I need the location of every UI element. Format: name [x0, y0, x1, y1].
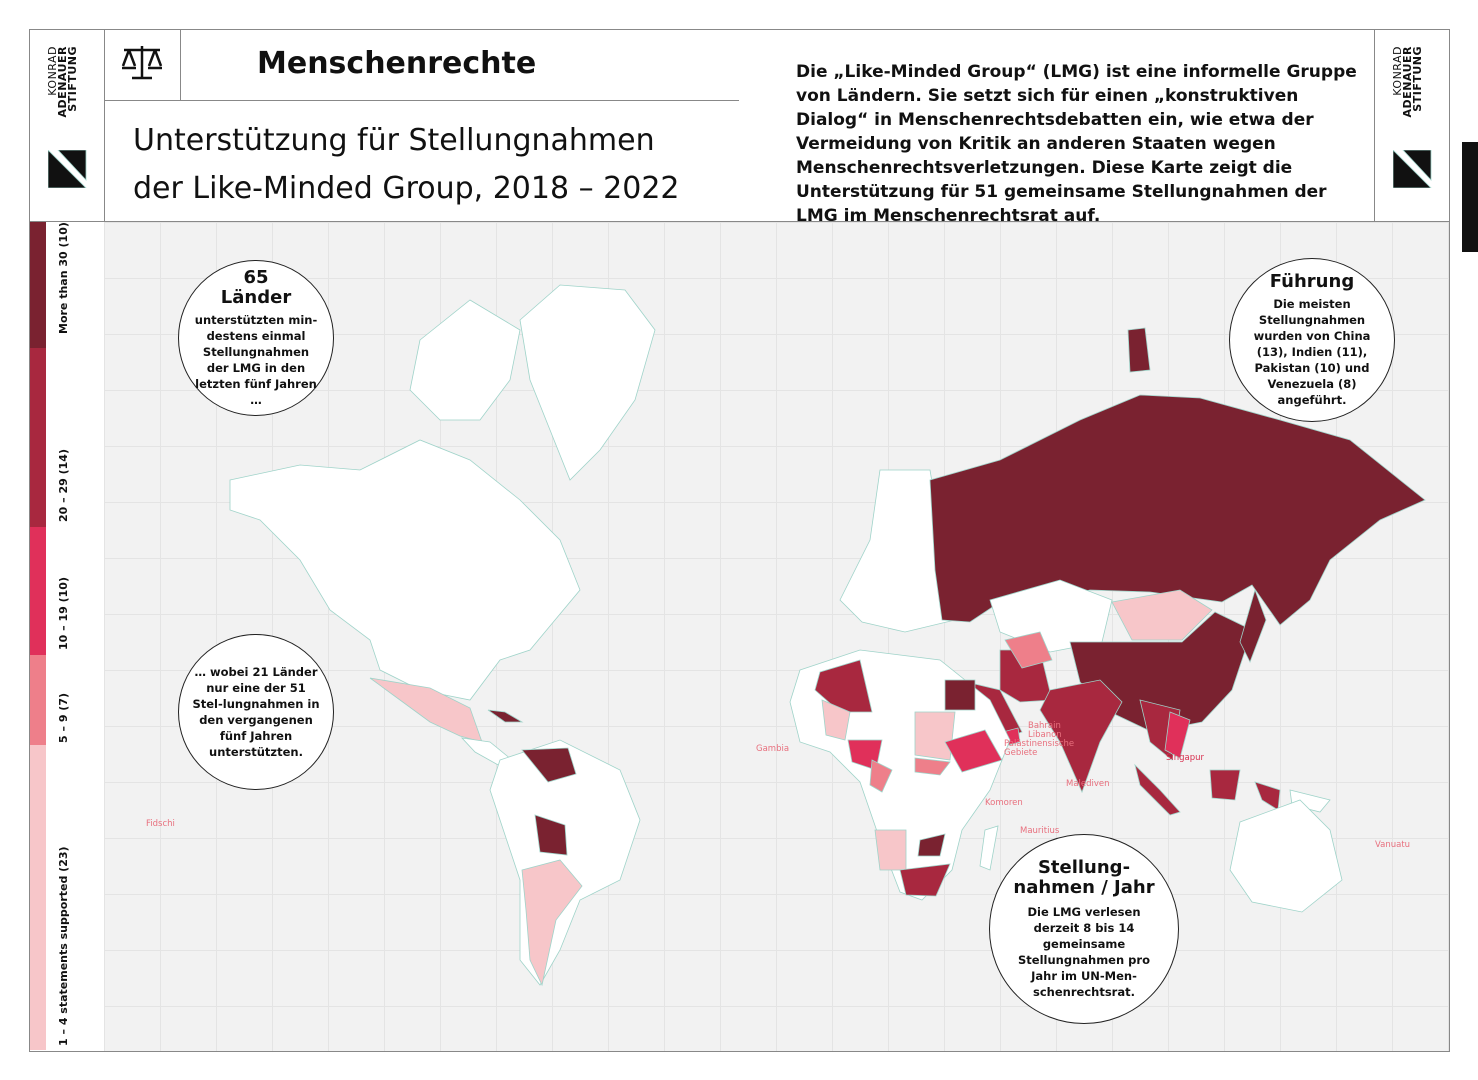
- novaya-zemlya: [1127, 327, 1151, 373]
- callout-single-statement: … wobei 21 Länder nur eine der 51 Stel-l…: [178, 634, 334, 790]
- logo-mark-icon: [48, 150, 87, 188]
- south-africa: [899, 863, 951, 897]
- japan: [1239, 588, 1267, 663]
- russia: [929, 394, 1426, 626]
- legend-swatch-10-19: [30, 527, 46, 655]
- legend-swatch-20-29: [30, 348, 46, 527]
- greenland: [519, 284, 656, 481]
- indonesia-east: [1254, 781, 1281, 811]
- label-fidschi: Fidschi: [146, 819, 175, 829]
- borneo: [1209, 769, 1241, 801]
- label-mauritius: Mauritius: [1020, 826, 1060, 836]
- label-bahrain: Bahrain: [1028, 721, 1061, 731]
- intro-text: Die „Like-Minded Group“ (LMG) ist eine i…: [796, 62, 1357, 226]
- callout-yearly: Stellung-nahmen / Jahr Die LMG verlesen …: [989, 834, 1179, 1024]
- egypt: [944, 679, 976, 711]
- north-america: [229, 439, 581, 701]
- page-title: Unterstützung für Stellungnahmen der Like…: [133, 123, 680, 206]
- label-gambia: Gambia: [756, 744, 790, 754]
- label-singapur: Singapur: [1166, 753, 1205, 763]
- kas-logo-left: KONRAD ADENAUER STIFTUNG: [46, 40, 108, 190]
- callout-countries: 65 Länder unterstützten min-destens einma…: [178, 260, 334, 416]
- label-libanon: Libanon: [1028, 730, 1062, 740]
- label-palestine: Gebiete: [1004, 748, 1038, 758]
- arctic-islands: [409, 299, 521, 421]
- ethiopia: [944, 729, 1003, 773]
- cameroon: [869, 759, 893, 793]
- scale-icon: [121, 46, 163, 80]
- mongolia: [1111, 589, 1213, 641]
- algeria: [814, 659, 873, 713]
- zimbabwe: [917, 833, 946, 857]
- divider: [1374, 29, 1375, 221]
- logo-mark-icon: [1393, 150, 1432, 188]
- divider: [29, 221, 1450, 222]
- divider: [180, 29, 181, 100]
- angola: [874, 829, 907, 871]
- divider: [104, 100, 739, 101]
- topic-heading: Menschenrechte: [257, 46, 537, 81]
- sumatra: [1134, 763, 1181, 816]
- australia: [1229, 799, 1343, 913]
- legend-swatch-5-9: [30, 655, 46, 745]
- bolivia: [534, 814, 568, 856]
- legend-swatch-1-4: [30, 745, 46, 1050]
- cuba: [487, 709, 524, 723]
- label-palestine: Palästinensische: [1004, 739, 1075, 749]
- kas-logo-right: KONRAD ADENAUER STIFTUNG: [1391, 40, 1453, 190]
- mali: [821, 699, 851, 741]
- madagascar: [979, 825, 999, 871]
- afghanistan: [1004, 631, 1053, 669]
- edge-tab: [1462, 142, 1478, 252]
- callout-lead: Führung Die meisten Stellungnahmen wurde…: [1229, 258, 1395, 422]
- label-komoren: Komoren: [985, 798, 1023, 808]
- label-vanuatu: Vanuatu: [1375, 840, 1411, 850]
- argentina: [521, 859, 583, 987]
- venezuela: [521, 747, 577, 783]
- sudan: [914, 711, 956, 761]
- label-malediven: Malediven: [1066, 779, 1110, 789]
- south-sudan: [914, 757, 951, 776]
- vietnam: [1164, 711, 1191, 759]
- frame: [29, 29, 1450, 1052]
- legend-swatch-30plus: [30, 222, 46, 348]
- india: [1039, 679, 1123, 794]
